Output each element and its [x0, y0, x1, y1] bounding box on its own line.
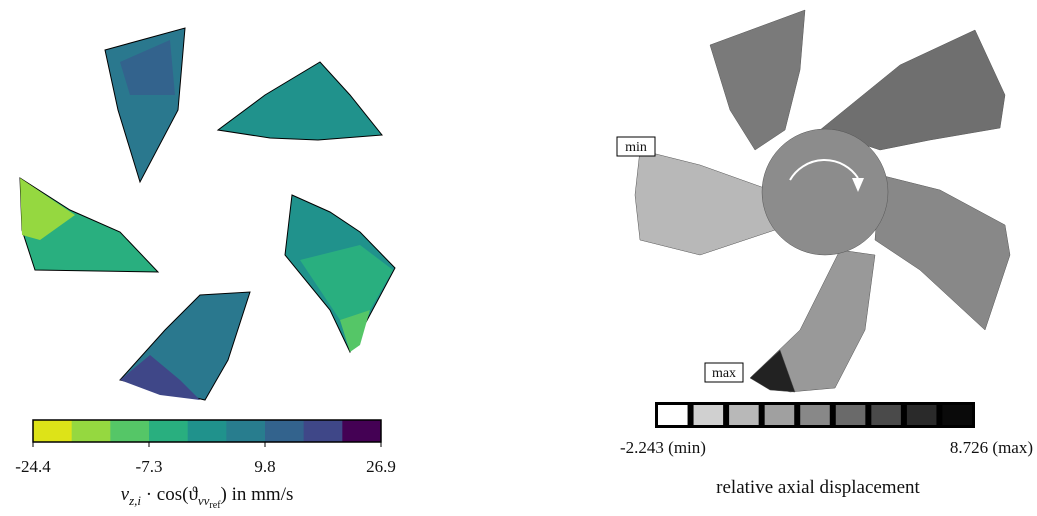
left-blades — [20, 28, 395, 400]
colorbar-segment — [72, 420, 111, 442]
colorbar-segment — [800, 405, 830, 425]
annotation: min — [625, 140, 647, 155]
blade — [218, 62, 382, 140]
hub — [762, 129, 888, 255]
colorbar-segment — [836, 405, 866, 425]
fan — [635, 10, 1010, 392]
label-part: ) in mm/s — [221, 484, 294, 505]
tick-label: -7.3 — [136, 457, 163, 476]
colorbar-segment — [110, 420, 149, 442]
left-axis-label: vz,i · cos(ϑvvref) in mm/s — [121, 484, 294, 511]
right-axis-label: relative axial displacement — [716, 477, 920, 498]
colorbar-segment — [304, 420, 343, 442]
colorbar-segment — [33, 420, 72, 442]
colorbar-segment — [907, 405, 937, 425]
colorbar-segment — [149, 420, 188, 442]
blade — [710, 10, 805, 150]
annotation: max — [712, 366, 736, 381]
tick-label: 26.9 — [366, 457, 396, 476]
colorbar-segment — [942, 405, 972, 425]
colorbar-segment — [188, 420, 227, 442]
colorbar-min-label: -2.243 (min) — [620, 438, 706, 457]
left-colorbar: -24.4 -7.3 9.8 26.9 — [15, 420, 396, 476]
colorbar-segment — [765, 405, 795, 425]
colorbar-segment — [658, 405, 688, 425]
label-part: ref — [209, 500, 221, 511]
tick-label: -24.4 — [15, 457, 51, 476]
blade — [820, 30, 1005, 150]
colorbar-segment — [694, 405, 724, 425]
colorbar-segment — [342, 420, 381, 442]
colorbar-segment — [226, 420, 265, 442]
blade — [875, 175, 1010, 330]
blade — [635, 150, 775, 255]
right-colorbar — [655, 402, 975, 428]
label-part: · cos(ϑ — [141, 484, 198, 505]
colorbar-segment — [871, 405, 901, 425]
tick-label: 9.8 — [254, 457, 275, 476]
colorbar-segment — [265, 420, 304, 442]
colorbar-segment — [729, 405, 759, 425]
colorbar-max-label: 8.726 (max) — [950, 438, 1033, 457]
figure: -24.4 -7.3 9.8 26.9 vz,i · cos(ϑvvref) in m… — [0, 0, 1037, 516]
label-part: vv — [198, 493, 210, 508]
label-part: z,i — [128, 493, 141, 508]
